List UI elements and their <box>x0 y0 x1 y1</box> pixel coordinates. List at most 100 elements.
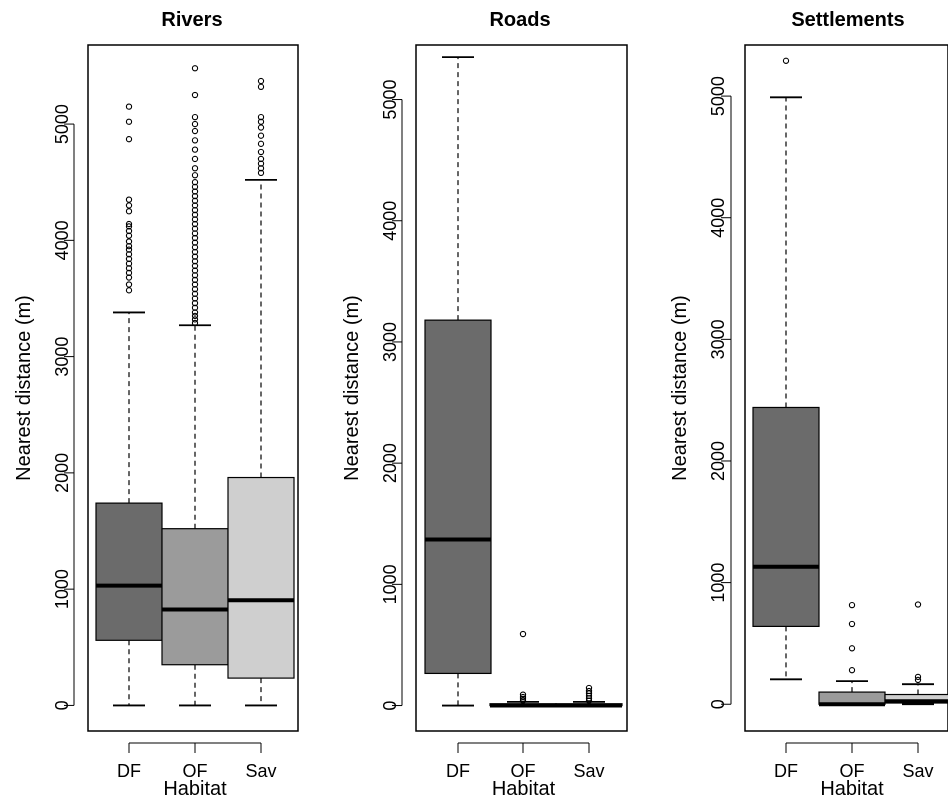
chart-title: Roads <box>489 9 550 31</box>
outlier-point <box>125 202 133 209</box>
chart-title: Rivers <box>161 9 222 31</box>
outlier-point <box>848 601 856 609</box>
box-sav <box>227 77 295 707</box>
x-axis-label: Habitat <box>163 778 227 800</box>
x-tick-label: Sav <box>573 761 604 781</box>
x-tick-label: Sav <box>902 761 933 781</box>
outlier-point <box>914 601 922 608</box>
box-of <box>818 601 886 707</box>
x-tick-label: DF <box>446 761 470 781</box>
plot-frame <box>415 44 628 732</box>
outlier-point <box>257 113 265 121</box>
y-tick-label: 0 <box>380 701 400 711</box>
y-tick-label: 0 <box>52 700 72 710</box>
panel-settlements: Settlements 0 1000 2000 3000 4000 5000 Nearest … <box>669 9 948 800</box>
outlier-point <box>125 281 133 288</box>
y-tick-label: 5000 <box>708 76 728 116</box>
y-tick-label: 1000 <box>52 569 72 609</box>
y-axis-label: Nearest distance (m) <box>13 295 35 481</box>
y-tick-label: 5000 <box>380 80 400 120</box>
outlier-point <box>191 65 199 72</box>
box-body <box>752 406 820 627</box>
outlier-point <box>848 667 856 674</box>
outlier-point <box>848 620 856 628</box>
y-tick-label: 3000 <box>52 337 72 377</box>
outlier-point <box>191 312 199 320</box>
outlier-point <box>125 118 133 125</box>
y-tick-label: 1000 <box>708 563 728 603</box>
panel-rivers: Rivers 0 1000 2000 3000 4000 5000 Nearest dista… <box>13 9 299 800</box>
outlier-point <box>519 695 527 703</box>
outlier-point <box>191 127 199 135</box>
y-tick-label: 3000 <box>380 322 400 362</box>
x-tick-label: DF <box>117 761 141 781</box>
plot-frame <box>744 44 948 732</box>
outlier-point <box>191 91 199 99</box>
x-axis-label: Habitat <box>820 778 884 800</box>
box-sav <box>555 684 623 708</box>
outlier-point <box>191 120 199 128</box>
outlier-point <box>191 179 199 186</box>
outlier-point <box>125 103 133 110</box>
y-tick-label: 1000 <box>380 564 400 604</box>
outlier-point <box>125 220 133 228</box>
outlier-point <box>191 319 199 327</box>
box-sav <box>884 601 948 706</box>
outlier-point <box>585 687 593 695</box>
outlier-point <box>125 208 133 215</box>
box-body <box>161 528 229 666</box>
box-of <box>161 65 229 707</box>
x-tick-label: DF <box>774 761 798 781</box>
box-df <box>424 56 492 707</box>
outlier-point <box>257 124 265 131</box>
y-tick-label: 3000 <box>708 319 728 359</box>
outlier-point <box>125 238 133 245</box>
chart-title: Settlements <box>791 9 904 31</box>
outlier-point <box>257 155 265 163</box>
outlier-point <box>191 155 199 163</box>
y-axis-label: Nearest distance (m) <box>341 295 363 481</box>
outlier-point <box>191 113 199 121</box>
x-tick-label: Sav <box>245 761 276 781</box>
outlier-point <box>519 693 527 701</box>
outlier-point <box>519 697 527 704</box>
y-tick-label: 2000 <box>52 453 72 493</box>
box-body <box>424 319 492 675</box>
outlier-point <box>257 83 265 91</box>
x-tick-label: OF <box>840 761 865 781</box>
outlier-point <box>519 630 527 638</box>
outlier-point <box>914 676 922 684</box>
y-tick-label: 2000 <box>708 441 728 481</box>
outlier-point <box>125 287 133 294</box>
outlier-point <box>125 246 133 253</box>
outlier-point <box>257 140 265 147</box>
outlier-point <box>257 148 265 156</box>
outlier-point <box>519 691 527 698</box>
box-df <box>95 103 163 707</box>
y-tick-label: 4000 <box>708 198 728 238</box>
outlier-point <box>191 172 199 179</box>
panel-roads: Roads 0 1000 2000 3000 4000 5000 Nearest distan… <box>341 9 628 800</box>
outlier-point <box>191 165 199 172</box>
plot-frame <box>87 44 299 732</box>
x-axis-label: Habitat <box>492 778 556 800</box>
outlier-point <box>125 136 133 143</box>
outlier-point <box>125 196 133 203</box>
outlier-point <box>191 137 199 144</box>
box-of <box>489 630 557 708</box>
y-tick-label: 2000 <box>380 443 400 483</box>
y-tick-label: 5000 <box>52 104 72 144</box>
outlier-point <box>257 132 265 139</box>
outlier-point <box>782 57 790 64</box>
box-df <box>752 57 820 681</box>
outlier-point <box>914 673 922 681</box>
x-tick-label: OF <box>183 761 208 781</box>
box-body <box>227 476 295 679</box>
y-tick-label: 4000 <box>52 220 72 260</box>
y-tick-label: 4000 <box>380 201 400 241</box>
x-tick-label: OF <box>511 761 536 781</box>
y-tick-label: 0 <box>708 699 728 709</box>
outlier-point <box>191 316 199 323</box>
outlier-point <box>848 645 856 652</box>
